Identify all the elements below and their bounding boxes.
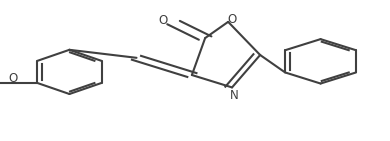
Text: O: O [8,72,18,85]
Text: N: N [230,89,238,102]
Text: O: O [158,14,167,27]
Text: O: O [227,13,237,26]
